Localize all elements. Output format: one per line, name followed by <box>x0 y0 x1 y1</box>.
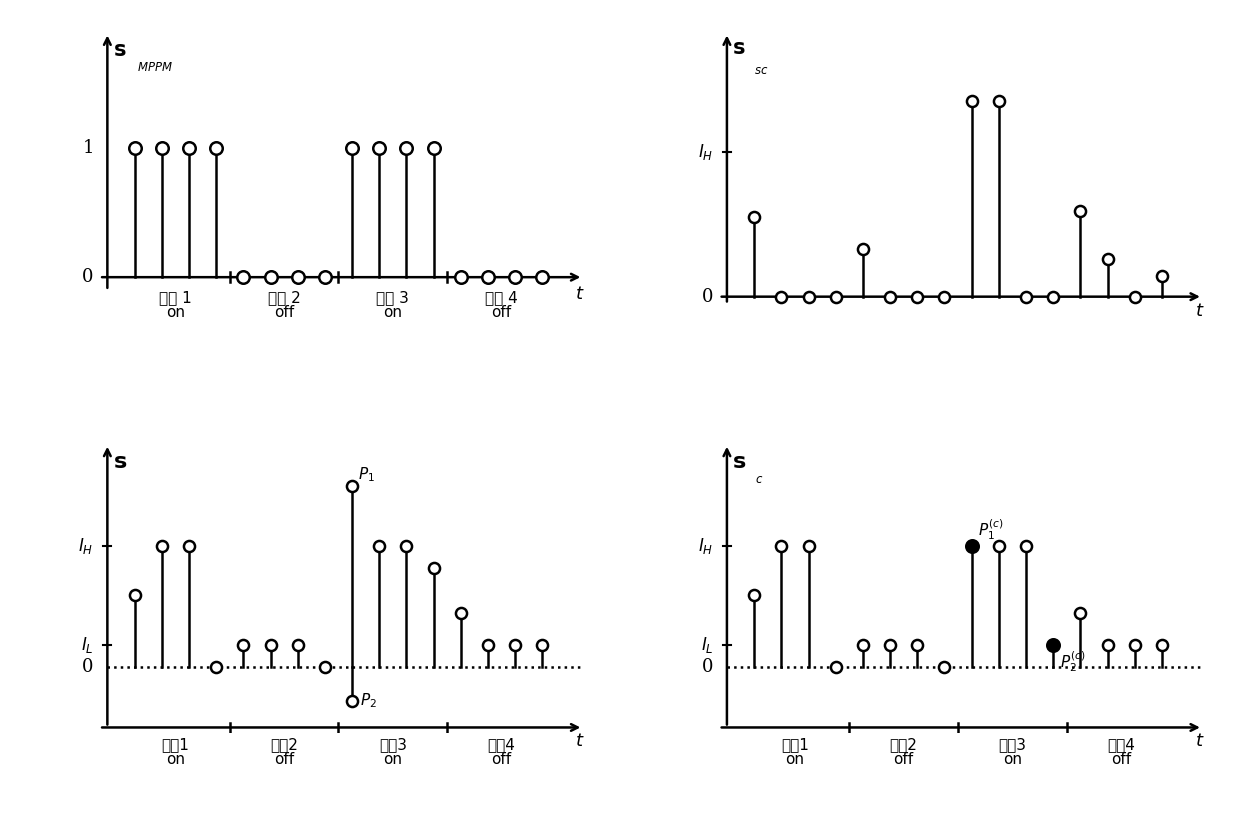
Text: $t$: $t$ <box>1194 302 1204 319</box>
Text: on: on <box>166 751 185 767</box>
Text: 时隙 1: 时隙 1 <box>159 290 192 305</box>
Text: 0: 0 <box>82 268 94 286</box>
Text: off: off <box>274 306 294 320</box>
Text: off: off <box>1111 751 1131 767</box>
Text: $I_L$: $I_L$ <box>701 636 713 655</box>
Text: 时隙1: 时隙1 <box>781 737 808 752</box>
Text: 0: 0 <box>702 659 713 676</box>
Text: 时隙 3: 时隙 3 <box>377 290 409 305</box>
Text: $I_H$: $I_H$ <box>698 142 713 162</box>
Text: off: off <box>274 751 294 767</box>
Text: 时隙 4: 时隙 4 <box>485 290 518 305</box>
Text: $P_2$: $P_2$ <box>361 692 377 710</box>
Text: on: on <box>166 306 185 320</box>
Text: on: on <box>383 751 403 767</box>
Text: $\mathbf{s}$: $\mathbf{s}$ <box>733 37 746 58</box>
Text: 时隙3: 时隙3 <box>998 737 1027 752</box>
Text: 时隙1: 时隙1 <box>161 737 190 752</box>
Text: 时隙4: 时隙4 <box>1107 737 1135 752</box>
Text: $P_2^{(c)}$: $P_2^{(c)}$ <box>1060 649 1086 674</box>
Text: $\mathbf{s}$: $\mathbf{s}$ <box>113 40 126 60</box>
Text: on: on <box>1003 751 1022 767</box>
Text: 时隙2: 时隙2 <box>890 737 918 752</box>
Text: $t$: $t$ <box>575 285 585 303</box>
Text: 时隙3: 时隙3 <box>379 737 407 752</box>
Text: $I_H$: $I_H$ <box>78 536 94 557</box>
Text: $I_H$: $I_H$ <box>698 536 713 557</box>
Text: 0: 0 <box>702 288 713 306</box>
Text: off: off <box>491 751 512 767</box>
Text: off: off <box>894 751 914 767</box>
Text: $_c$: $_c$ <box>755 469 764 486</box>
Text: on: on <box>383 306 403 320</box>
Text: 时隙4: 时隙4 <box>487 737 516 752</box>
Text: 1: 1 <box>82 139 94 157</box>
Text: $t$: $t$ <box>1194 733 1204 751</box>
Text: $P_1^{(c)}$: $P_1^{(c)}$ <box>978 517 1004 542</box>
Text: 时隙 2: 时隙 2 <box>268 290 300 305</box>
Text: $I_L$: $I_L$ <box>81 636 94 655</box>
Text: 时隙2: 时隙2 <box>270 737 298 752</box>
Text: $t$: $t$ <box>575 733 585 751</box>
Text: on: on <box>785 751 805 767</box>
Text: $\mathbf{s}$: $\mathbf{s}$ <box>733 451 746 473</box>
Text: 0: 0 <box>82 659 94 676</box>
Text: off: off <box>491 306 512 320</box>
Text: $\mathbf{s}$: $\mathbf{s}$ <box>113 451 126 473</box>
Text: $P_1$: $P_1$ <box>357 465 374 483</box>
Text: $_{MPPM}$: $_{MPPM}$ <box>138 57 174 74</box>
Text: $_{sc}$: $_{sc}$ <box>754 59 769 76</box>
